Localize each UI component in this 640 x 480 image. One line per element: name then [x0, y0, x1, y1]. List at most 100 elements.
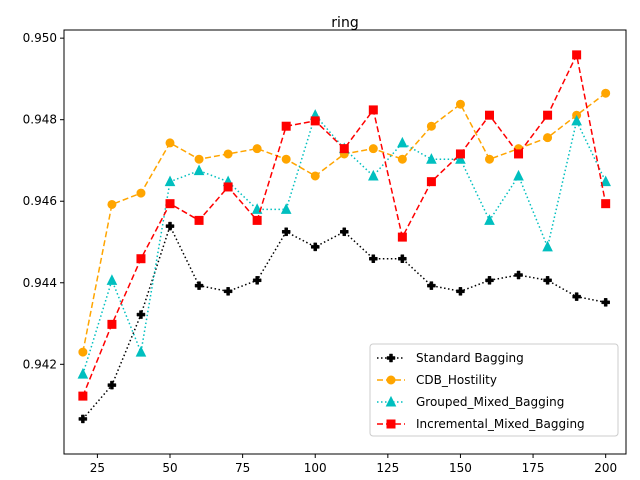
x-tick-label: 125	[376, 461, 399, 475]
data-point	[397, 136, 408, 148]
data-point	[194, 281, 204, 290]
data-point	[194, 215, 204, 225]
data-point	[484, 214, 495, 225]
data-point	[107, 319, 117, 329]
x-tick-label: 25	[90, 461, 105, 475]
data-point	[252, 276, 262, 285]
data-point	[252, 144, 262, 154]
data-point	[600, 175, 611, 187]
data-point	[542, 240, 553, 252]
data-point	[426, 177, 436, 187]
data-point	[164, 175, 176, 187]
data-point	[310, 242, 320, 252]
data-point	[107, 380, 117, 390]
data-point	[165, 138, 175, 148]
legend-label: Incremental_Mixed_Bagging	[416, 417, 585, 431]
data-point	[135, 345, 147, 357]
data-point	[455, 99, 465, 109]
data-point	[194, 154, 204, 164]
series-2	[78, 88, 611, 357]
y-tick-label: 0.948	[23, 113, 57, 127]
data-point	[281, 121, 291, 131]
x-tick-label: 75	[235, 461, 250, 475]
data-point	[543, 133, 553, 143]
data-point	[368, 144, 378, 154]
data-point	[252, 215, 262, 225]
legend-label: Grouped_Mixed_Bagging	[416, 395, 564, 409]
data-point	[368, 105, 378, 115]
data-point	[281, 154, 291, 164]
data-point	[543, 276, 552, 285]
data-point	[369, 254, 378, 263]
x-tick-label: 150	[449, 461, 472, 475]
data-point	[223, 182, 233, 192]
legend: Standard Bagging CDB_Hostility Grouped_Mix…	[369, 343, 619, 437]
data-point	[456, 287, 465, 296]
data-point	[485, 276, 494, 285]
data-point	[165, 199, 175, 209]
data-point	[514, 149, 524, 159]
x-tick-label: 200	[594, 461, 617, 475]
x-tick-label: 100	[304, 461, 327, 475]
data-point	[484, 154, 494, 164]
data-point	[136, 310, 146, 319]
data-point	[484, 110, 494, 120]
data-point	[340, 227, 349, 237]
data-point	[339, 144, 349, 154]
data-point	[193, 164, 205, 176]
data-point	[78, 347, 88, 357]
data-point	[601, 298, 610, 307]
legend-marker	[386, 419, 396, 429]
data-point	[601, 199, 611, 209]
legend-box	[369, 343, 619, 437]
series-1	[78, 221, 610, 424]
data-point	[427, 281, 436, 290]
data-point	[106, 274, 118, 285]
y-tick-label: 0.946	[23, 194, 57, 208]
legend-marker	[386, 353, 396, 363]
series-4	[78, 50, 611, 401]
data-point	[223, 287, 233, 296]
y-tick-label: 0.944	[23, 276, 57, 290]
chart-title: ring	[331, 15, 358, 31]
data-point	[77, 367, 89, 379]
data-point	[514, 270, 523, 280]
data-point	[310, 171, 320, 181]
y-tick-label: 0.950	[23, 31, 57, 45]
y-tick-label: 0.942	[23, 357, 57, 371]
legend-marker	[386, 375, 396, 385]
data-point	[281, 227, 291, 237]
x-tick-label: 50	[162, 461, 177, 475]
data-point	[136, 254, 146, 264]
data-point	[107, 199, 117, 209]
data-point	[397, 154, 407, 164]
data-point	[368, 169, 379, 181]
x-tick-label: 175	[522, 461, 545, 475]
y-axis: 0.942 0.944 0.946 0.948 0.950	[23, 31, 64, 371]
legend-label: CDB_Hostility	[416, 373, 497, 387]
data-point	[310, 116, 320, 126]
data-point	[572, 50, 582, 60]
data-point	[455, 153, 466, 164]
data-point	[572, 292, 581, 301]
data-point	[571, 114, 582, 126]
data-point	[398, 254, 407, 263]
x-axis: 25 50 75 100 125 150 175 200	[90, 454, 617, 475]
data-point	[455, 149, 465, 159]
data-point	[426, 121, 436, 131]
data-point	[513, 169, 524, 181]
data-point	[601, 88, 611, 98]
data-point	[78, 391, 88, 401]
data-point	[426, 153, 437, 164]
plot-series	[77, 50, 611, 424]
data-point	[136, 188, 146, 198]
data-point	[223, 149, 233, 159]
data-point	[165, 221, 175, 231]
data-point	[397, 232, 407, 242]
legend-marker	[385, 395, 397, 407]
legend-label: Standard Bagging	[416, 351, 524, 365]
data-point	[280, 203, 292, 214]
data-point	[78, 414, 88, 424]
plot-frame	[63, 29, 627, 455]
